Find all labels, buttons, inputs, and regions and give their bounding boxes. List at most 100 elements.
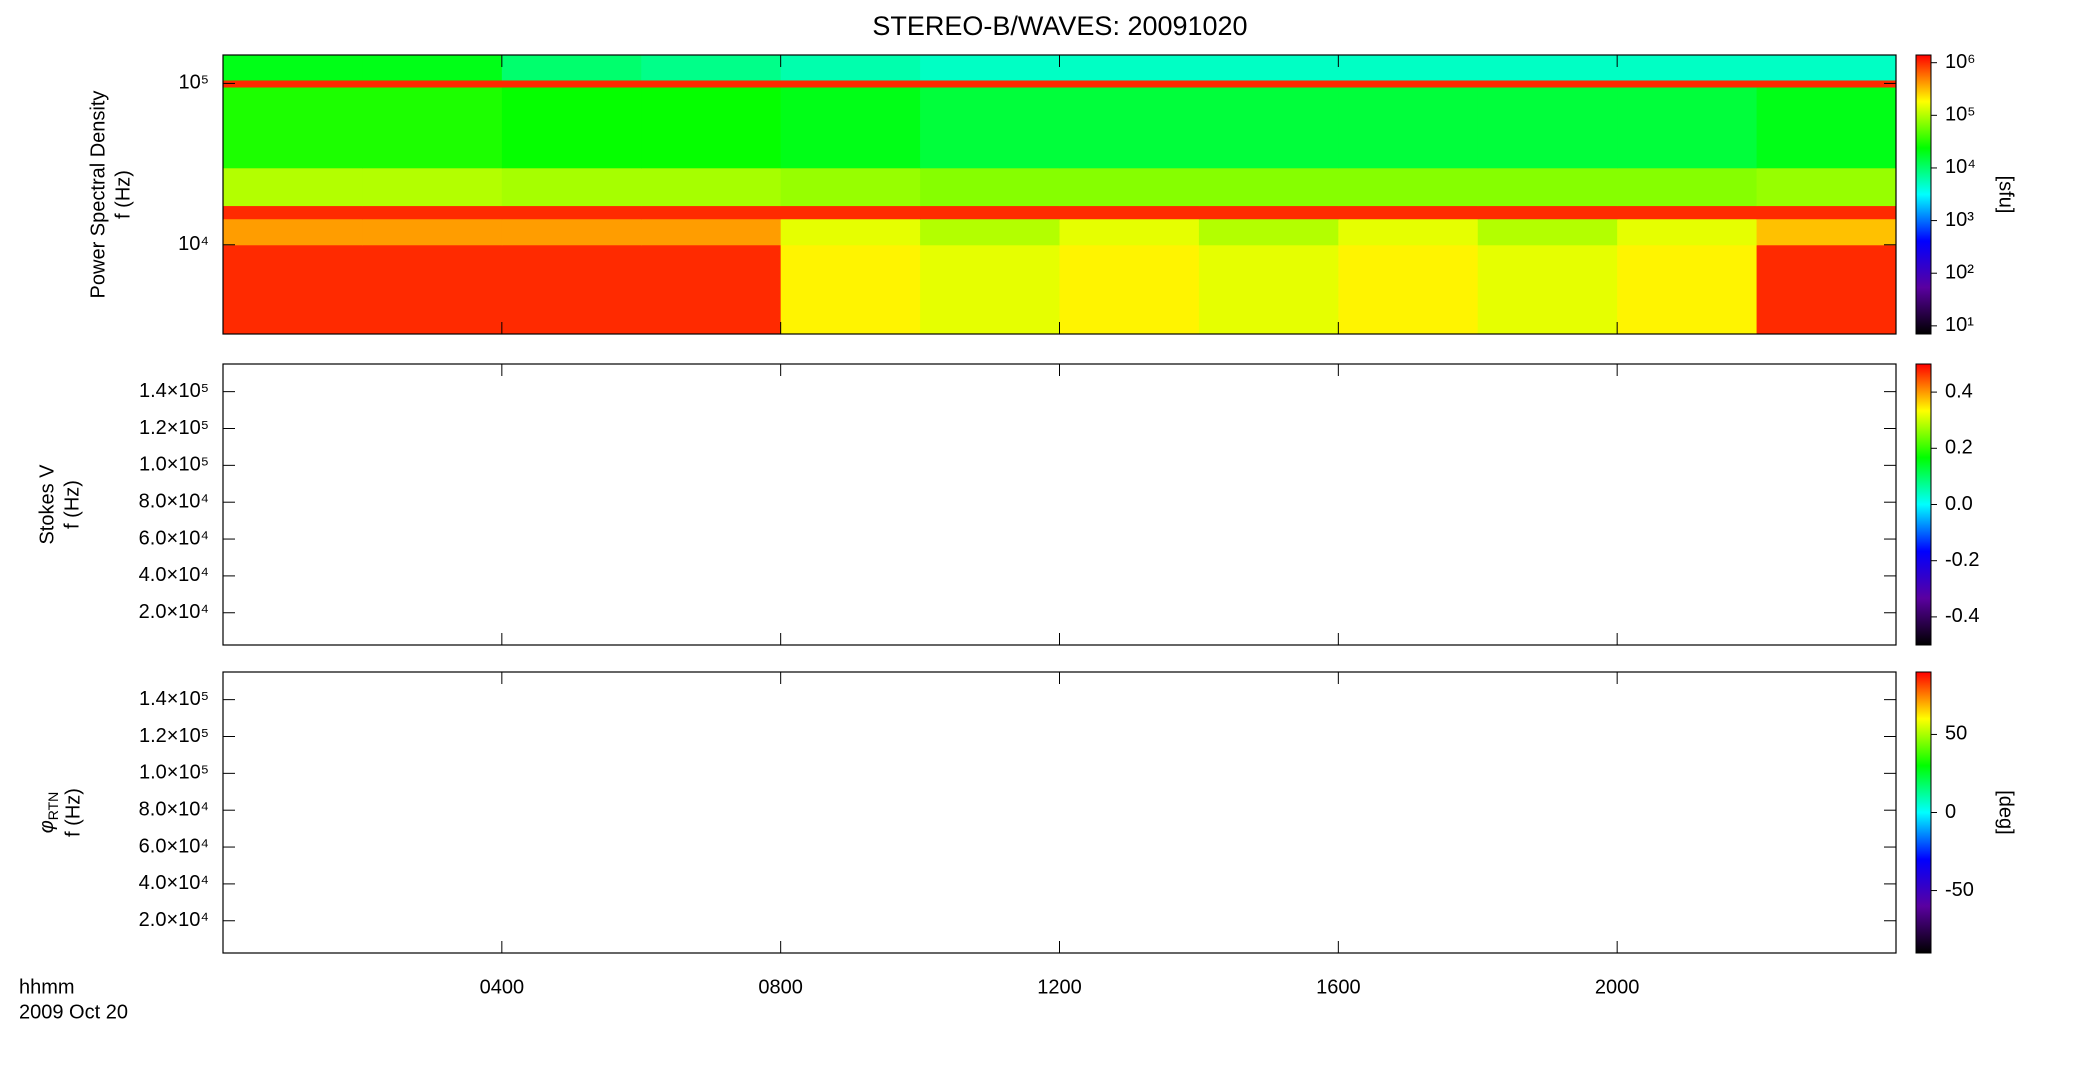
heatmap-cell [501,205,642,220]
heatmap-cell [1617,205,1758,220]
heatmap-cell [501,87,642,169]
x-tick-label: 0800 [758,976,803,998]
y-axis-label: f (Hz) [62,788,84,837]
y-tick-label: 6.0×10⁴ [139,527,209,549]
heatmap-cell [1477,55,1618,81]
x-axis-label: 2009 Oct 20 [19,1001,128,1023]
heatmap-cell [641,55,782,81]
heatmap-cell [1756,167,1897,207]
heatmap-cell [501,55,642,81]
x-tick-label: 1600 [1316,976,1361,998]
heatmap-cell [1477,87,1618,169]
colorbar-tick-label: 10⁴ [1945,156,1976,178]
heatmap-cell [223,218,363,246]
heatmap-cell [641,87,782,169]
heatmap-cell [1338,218,1479,246]
x-tick-label: 2000 [1595,976,1640,998]
heatmap-cell [1338,244,1479,335]
heatmap-cell [920,55,1060,81]
heatmap-cell [1338,55,1479,81]
heatmap-cell [641,218,782,246]
colorbar-tick-label: 0.2 [1945,437,1973,459]
heatmap-cell [1477,79,1618,88]
y-tick-label: 1.2×10⁵ [139,725,209,747]
y-axis-label: Stokes V [36,464,58,545]
heatmap-cell [1756,205,1897,220]
colorbar-label: [deg] [1995,790,2017,834]
y-axis-subscript: RTN [45,792,61,821]
heatmap-cell [1617,87,1758,169]
colorbar-tick-label: 10⁵ [1945,104,1976,126]
heatmap-cell [1338,167,1479,207]
colorbar-tick-label: 50 [1945,723,1967,745]
heatmap-cell [223,87,363,169]
heatmap-cell [1756,55,1897,81]
heatmap-cell [501,244,642,335]
heatmap-cell [780,167,921,207]
plot-frame [222,363,1897,646]
heatmap-cell [223,244,363,335]
heatmap-cell [780,244,921,335]
colorbar [1915,54,1932,335]
heatmap-cell [1756,79,1897,88]
heatmap-cell [1338,205,1479,220]
heatmap-cell [1617,218,1758,246]
heatmap-cell [1617,55,1758,81]
y-tick-label: 6.0×10⁴ [139,835,209,857]
heatmap-cell [920,79,1060,88]
colorbar-tick-label: 0.0 [1945,493,1973,515]
heatmap-cell [1617,167,1758,207]
y-tick-label: 1.0×10⁵ [139,762,209,784]
colorbar-tick-label: -50 [1945,879,1974,901]
y-axis-symbol: φ [36,820,58,833]
heatmap-cell [920,218,1060,246]
heatmap-cell [1477,218,1618,246]
y-tick-label: 4.0×10⁴ [139,872,209,894]
heatmap-cell [1059,79,1200,88]
y-tick-label: 1.0×10⁵ [139,454,209,476]
colorbar [1915,363,1932,646]
heatmap-cell [1198,79,1339,88]
heatmap-cell [780,218,921,246]
colorbar [1915,671,1932,954]
heatmap-cell [1338,87,1479,169]
heatmap-cell [362,167,503,207]
y-axis-label: f (Hz) [112,170,134,219]
heatmap-cell [1059,167,1200,207]
colorbar-label: [sfu] [1995,176,2017,214]
heatmap-cell [362,205,503,220]
heatmap-cell [641,79,782,88]
chart-title: STEREO-B/WAVES: 20091020 [872,11,1247,41]
heatmap-cell [1477,205,1618,220]
heatmap-cell [501,79,642,88]
heatmap-cell [780,87,921,169]
colorbar-tick-label: 10³ [1945,209,1974,231]
heatmap-cell [362,79,503,88]
heatmap-cell [1338,79,1479,88]
heatmap-cell [1198,244,1339,335]
heatmap-cell [920,205,1060,220]
heatmap-cell [362,87,503,169]
plot-frame [222,671,1897,954]
heatmap-cell [362,218,503,246]
colorbar-tick-label: 0.4 [1945,380,1973,402]
y-tick-label: 2.0×10⁴ [139,601,209,623]
heatmap-cell [920,167,1060,207]
x-tick-label: 1200 [1037,976,1082,998]
heatmap-cell [1756,218,1897,246]
x-axis-label: hhmm [19,976,75,998]
heatmap-cell [362,55,503,81]
heatmap-cell [1617,79,1758,88]
y-tick-label: 1.2×10⁵ [139,417,209,439]
y-tick-label: 4.0×10⁴ [139,564,209,586]
heatmap-cell [1059,205,1200,220]
y-tick-label: 1.4×10⁵ [139,688,209,710]
heatmap-cell [641,167,782,207]
heatmap-cell [641,244,782,335]
heatmap-cell [920,244,1060,335]
heatmap-cell [1756,244,1897,335]
colorbar-tick-label: -0.4 [1945,605,1979,627]
heatmap-cell [1477,244,1618,335]
y-tick-label: 2.0×10⁴ [139,909,209,931]
